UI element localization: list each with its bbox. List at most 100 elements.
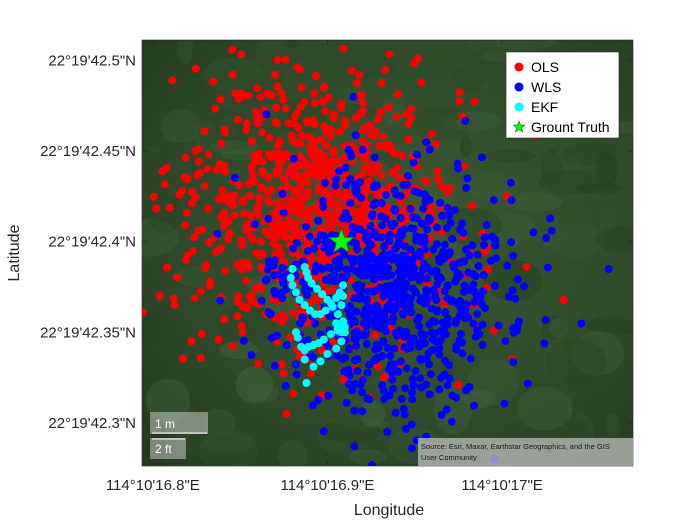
point-wls: [466, 354, 475, 363]
point-ols: [320, 82, 329, 91]
legend-item-grount-truth[interactable]: Grount Truth: [512, 119, 610, 135]
point-wls: [396, 192, 405, 200]
point-ols: [381, 65, 390, 74]
point-wls: [442, 405, 451, 414]
point-wls: [523, 379, 532, 388]
point-wls: [358, 331, 367, 340]
point-ols: [357, 215, 366, 224]
point-wls: [437, 410, 446, 419]
point-ekf: [300, 301, 309, 310]
point-wls: [416, 271, 424, 280]
basemap-patch: [160, 109, 200, 143]
point-ols: [279, 95, 288, 104]
point-ols: [384, 103, 393, 112]
point-ols: [379, 132, 387, 141]
point-ols: [217, 139, 226, 148]
point-wls: [308, 401, 317, 410]
point-wls: [473, 250, 482, 259]
basemap-patch: [549, 343, 568, 381]
point-ols: [289, 389, 298, 398]
legend-item-ekf[interactable]: EKF: [514, 99, 559, 115]
point-ols: [257, 263, 266, 272]
point-ols: [335, 127, 344, 136]
point-wls: [323, 263, 332, 272]
point-ols: [355, 70, 364, 79]
point-wls: [382, 282, 391, 291]
point-ols: [276, 158, 285, 167]
point-ols: [329, 146, 338, 155]
point-ols: [286, 333, 295, 342]
point-wls: [501, 337, 510, 346]
point-wls: [456, 271, 465, 280]
point-wls: [431, 317, 440, 326]
point-ekf: [313, 284, 321, 293]
point-ols: [175, 191, 184, 199]
point-ols: [392, 112, 401, 121]
point-wls: [374, 256, 383, 264]
point-wls: [469, 280, 478, 289]
point-ols: [246, 232, 255, 241]
basemap-patch: [194, 121, 218, 153]
basemap-patch: [485, 149, 537, 163]
point-wls: [377, 324, 386, 332]
point-wls: [345, 380, 353, 389]
point-ols: [271, 117, 280, 126]
point-ols: [324, 93, 333, 102]
point-wls: [509, 252, 518, 260]
basemap-patch: [453, 64, 487, 91]
basemap-patch: [598, 203, 616, 233]
point-wls: [492, 254, 501, 263]
point-wls: [372, 198, 380, 207]
legend[interactable]: OLS WLS EKF Grount Truth: [505, 51, 620, 139]
point-wls: [408, 261, 416, 269]
x-tick-label: 114°10'16.8"E: [106, 477, 200, 494]
point-ols: [245, 180, 254, 189]
point-ols: [373, 115, 382, 124]
point-wls: [420, 339, 429, 348]
point-wls: [391, 408, 400, 417]
point-wls: [361, 234, 370, 243]
point-ols: [225, 230, 234, 239]
point-wls: [310, 244, 319, 253]
point-ekf: [339, 292, 348, 300]
y-axis-ticks: 22°19'42.5"N 22°19'42.45"N 22°19'42.4"N 22°…: [40, 52, 633, 432]
point-wls: [352, 307, 360, 316]
point-ols: [289, 308, 298, 317]
x-axis-label: Longitude: [354, 502, 424, 519]
point-wls: [457, 330, 465, 338]
point-wls: [440, 240, 449, 249]
point-ols: [281, 222, 290, 231]
point-wls: [469, 270, 478, 279]
point-wls: [353, 367, 362, 375]
x-tick-label: 114°10'17"E: [461, 477, 542, 494]
point-ekf: [292, 288, 300, 297]
point-ols: [191, 64, 200, 73]
point-ols: [340, 121, 349, 129]
point-ols: [318, 97, 327, 106]
scale-bar: 1 m 2 ft: [150, 412, 208, 459]
point-ekf: [337, 301, 346, 310]
legend-item-wls[interactable]: WLS: [514, 79, 562, 95]
point-wls: [341, 353, 350, 362]
point-ols: [407, 114, 416, 123]
legend-item-ols[interactable]: OLS: [514, 59, 560, 75]
point-ols: [326, 125, 335, 134]
point-wls: [441, 308, 450, 317]
point-wls: [508, 286, 517, 295]
point-wls: [377, 221, 386, 230]
point-ols: [240, 209, 248, 218]
point-ols: [322, 141, 331, 150]
point-ols: [216, 95, 225, 104]
point-ols: [377, 171, 386, 180]
point-wls: [362, 339, 371, 348]
point-ols: [443, 188, 452, 197]
point-ols: [284, 119, 293, 128]
point-wls: [373, 269, 382, 278]
basemap-patch: [277, 440, 308, 466]
point-ols: [383, 142, 392, 151]
point-wls: [409, 158, 418, 167]
point-ols: [182, 255, 191, 264]
point-ols: [359, 99, 367, 108]
point-ols: [265, 133, 274, 142]
point-wls: [270, 361, 279, 370]
